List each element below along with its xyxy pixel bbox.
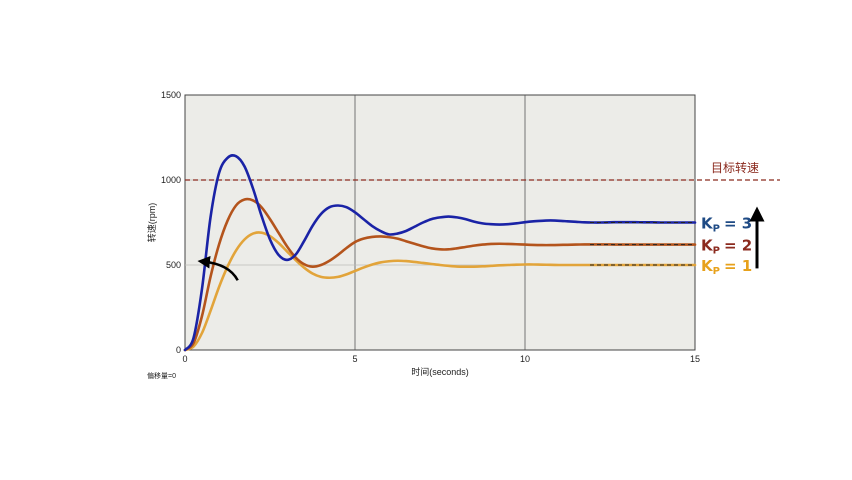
legend-kp2-value: = 2 — [724, 237, 752, 255]
legend-kp3-value: = 3 — [724, 215, 752, 233]
offset-note: 偏移量=0 — [147, 371, 176, 380]
x-tick-label: 5 — [352, 354, 357, 364]
legend-kp3-main: K — [701, 215, 714, 233]
legend-kp3-sub: P — [713, 224, 720, 235]
y-tick-label: 0 — [176, 345, 181, 355]
series-line-kp2 — [183, 197, 697, 352]
y-tick-label: 1500 — [161, 90, 181, 100]
x-tick-label: 10 — [520, 354, 530, 364]
legend-kp3: KP = 3 — [701, 215, 752, 235]
curved-arrow-annotation — [197, 256, 239, 281]
legend-kp1: KP = 1 — [701, 257, 752, 277]
legend-kp1-sub: P — [713, 266, 720, 277]
tick-labels: 0 5 10 15 0 500 1000 1500 — [161, 90, 700, 364]
legend-kp1-value: = 1 — [724, 257, 752, 275]
series-lines — [183, 154, 697, 352]
x-tick-label: 0 — [182, 354, 187, 364]
legend-kp2-sub: P — [713, 246, 720, 257]
y-tick-label: 1000 — [161, 175, 181, 185]
legend-kp2-main: K — [701, 237, 714, 255]
series-line-kp3 — [183, 154, 697, 352]
x-axis-label: 时间(seconds) — [411, 366, 469, 377]
legend: KP = 3 KP = 2 KP = 1 — [701, 215, 752, 278]
x-tick-label: 15 — [690, 354, 700, 364]
steady-state-markers — [590, 222, 695, 266]
y-tick-label: 500 — [166, 260, 181, 270]
y-axis-label: 转速(rpm) — [146, 203, 157, 243]
legend-kp1-main: K — [701, 257, 714, 275]
legend-kp2: KP = 2 — [701, 237, 752, 257]
target-speed-label: 目标转速 — [711, 160, 759, 175]
